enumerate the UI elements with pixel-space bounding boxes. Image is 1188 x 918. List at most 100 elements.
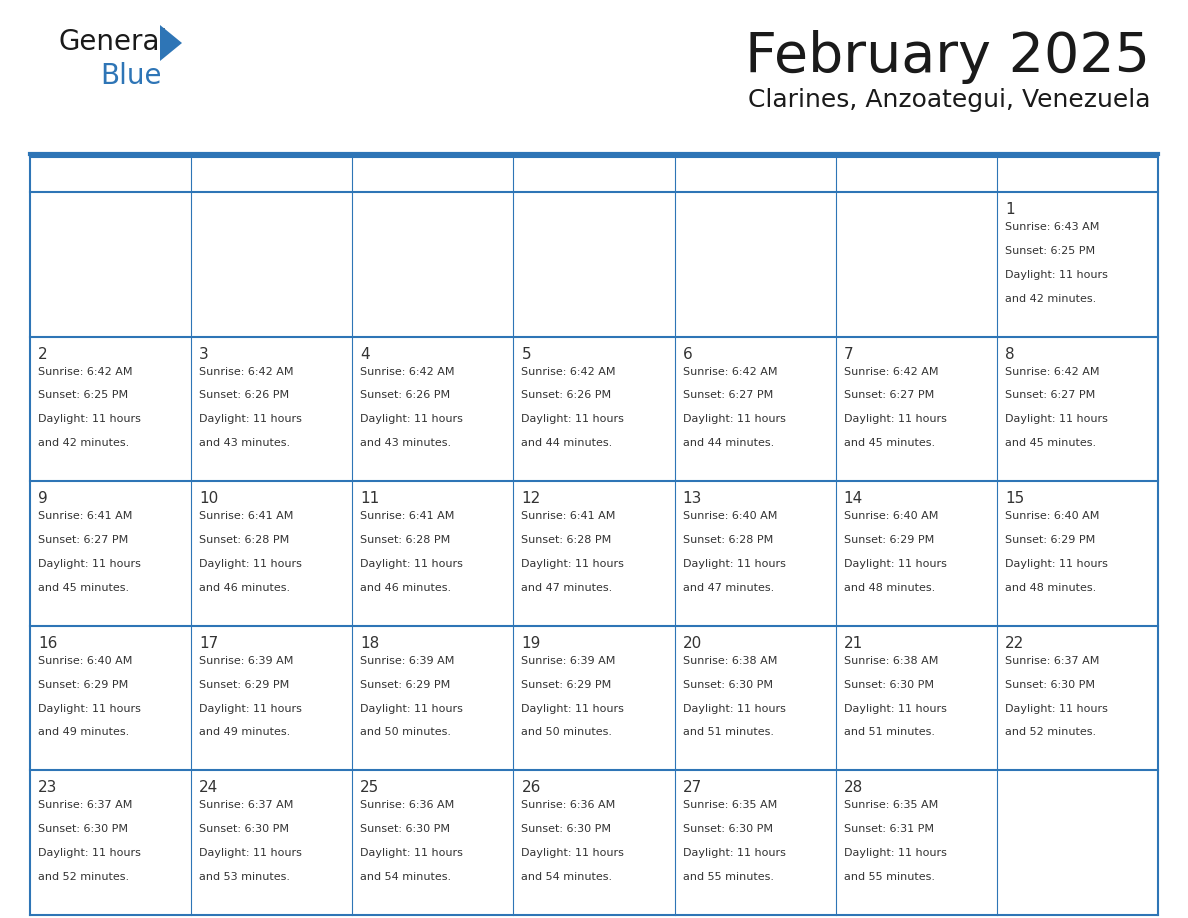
Text: and 43 minutes.: and 43 minutes. [200, 438, 290, 448]
Text: Sunrise: 6:41 AM: Sunrise: 6:41 AM [38, 511, 132, 521]
Text: Sunset: 6:29 PM: Sunset: 6:29 PM [1005, 535, 1095, 545]
Text: 4: 4 [360, 347, 369, 362]
Text: Sunrise: 6:42 AM: Sunrise: 6:42 AM [1005, 366, 1099, 376]
Text: Sunrise: 6:37 AM: Sunrise: 6:37 AM [200, 800, 293, 811]
Text: and 54 minutes.: and 54 minutes. [360, 872, 451, 882]
Text: 10: 10 [200, 491, 219, 506]
Text: Clarines, Anzoategui, Venezuela: Clarines, Anzoategui, Venezuela [747, 88, 1150, 112]
Text: 28: 28 [843, 780, 862, 795]
Text: Daylight: 11 hours: Daylight: 11 hours [843, 848, 947, 858]
Text: 25: 25 [360, 780, 379, 795]
Text: Sunset: 6:26 PM: Sunset: 6:26 PM [200, 390, 289, 400]
Text: Sunset: 6:28 PM: Sunset: 6:28 PM [522, 535, 612, 545]
Text: Sunset: 6:27 PM: Sunset: 6:27 PM [683, 390, 773, 400]
Text: and 49 minutes.: and 49 minutes. [38, 727, 129, 737]
Text: and 42 minutes.: and 42 minutes. [38, 438, 129, 448]
Text: Sunset: 6:25 PM: Sunset: 6:25 PM [38, 390, 128, 400]
Text: February 2025: February 2025 [745, 30, 1150, 84]
Text: Wednesday: Wednesday [522, 167, 617, 182]
Text: Sunset: 6:29 PM: Sunset: 6:29 PM [522, 679, 612, 689]
Text: Daylight: 11 hours: Daylight: 11 hours [683, 559, 785, 569]
Text: Sunset: 6:28 PM: Sunset: 6:28 PM [200, 535, 290, 545]
Text: and 51 minutes.: and 51 minutes. [683, 727, 773, 737]
Text: 20: 20 [683, 636, 702, 651]
Text: Daylight: 11 hours: Daylight: 11 hours [1005, 270, 1107, 280]
Text: Sunset: 6:29 PM: Sunset: 6:29 PM [38, 679, 128, 689]
Text: 12: 12 [522, 491, 541, 506]
Text: Sunrise: 6:39 AM: Sunrise: 6:39 AM [360, 655, 455, 666]
Text: 5: 5 [522, 347, 531, 362]
Text: Daylight: 11 hours: Daylight: 11 hours [200, 703, 302, 713]
Text: Sunset: 6:30 PM: Sunset: 6:30 PM [522, 824, 612, 834]
Text: and 46 minutes.: and 46 minutes. [200, 583, 290, 593]
Text: 23: 23 [38, 780, 57, 795]
Text: Daylight: 11 hours: Daylight: 11 hours [1005, 703, 1107, 713]
Text: Sunset: 6:27 PM: Sunset: 6:27 PM [1005, 390, 1095, 400]
Polygon shape [160, 25, 182, 61]
Text: Sunset: 6:27 PM: Sunset: 6:27 PM [843, 390, 934, 400]
Text: Daylight: 11 hours: Daylight: 11 hours [200, 559, 302, 569]
Text: Sunrise: 6:43 AM: Sunrise: 6:43 AM [1005, 222, 1099, 232]
Text: and 45 minutes.: and 45 minutes. [843, 438, 935, 448]
Text: Sunrise: 6:42 AM: Sunrise: 6:42 AM [360, 366, 455, 376]
Text: Daylight: 11 hours: Daylight: 11 hours [38, 703, 141, 713]
Text: and 47 minutes.: and 47 minutes. [683, 583, 773, 593]
Text: Sunset: 6:28 PM: Sunset: 6:28 PM [683, 535, 773, 545]
Text: 27: 27 [683, 780, 702, 795]
Text: Sunset: 6:30 PM: Sunset: 6:30 PM [683, 824, 772, 834]
Text: Sunset: 6:30 PM: Sunset: 6:30 PM [683, 679, 772, 689]
Text: Sunset: 6:30 PM: Sunset: 6:30 PM [1005, 679, 1095, 689]
Text: Sunrise: 6:42 AM: Sunrise: 6:42 AM [200, 366, 293, 376]
Text: Sunrise: 6:38 AM: Sunrise: 6:38 AM [683, 655, 777, 666]
Text: Daylight: 11 hours: Daylight: 11 hours [200, 848, 302, 858]
Text: Sunset: 6:27 PM: Sunset: 6:27 PM [38, 535, 128, 545]
Text: Sunset: 6:30 PM: Sunset: 6:30 PM [200, 824, 289, 834]
Text: and 55 minutes.: and 55 minutes. [843, 872, 935, 882]
Text: Daylight: 11 hours: Daylight: 11 hours [200, 414, 302, 424]
Text: Sunrise: 6:37 AM: Sunrise: 6:37 AM [38, 800, 132, 811]
Text: Sunset: 6:29 PM: Sunset: 6:29 PM [843, 535, 934, 545]
Text: Sunrise: 6:35 AM: Sunrise: 6:35 AM [843, 800, 939, 811]
Text: Daylight: 11 hours: Daylight: 11 hours [843, 559, 947, 569]
Text: 16: 16 [38, 636, 57, 651]
Text: and 44 minutes.: and 44 minutes. [522, 438, 613, 448]
Text: 24: 24 [200, 780, 219, 795]
Text: Friday: Friday [843, 167, 895, 182]
Text: Saturday: Saturday [1005, 167, 1080, 182]
Text: 8: 8 [1005, 347, 1015, 362]
Text: Sunrise: 6:42 AM: Sunrise: 6:42 AM [843, 366, 939, 376]
Text: and 49 minutes.: and 49 minutes. [200, 727, 290, 737]
Text: Sunset: 6:25 PM: Sunset: 6:25 PM [1005, 246, 1095, 256]
Text: 3: 3 [200, 347, 209, 362]
Text: Sunrise: 6:40 AM: Sunrise: 6:40 AM [38, 655, 132, 666]
Text: Monday: Monday [200, 167, 264, 182]
Text: and 55 minutes.: and 55 minutes. [683, 872, 773, 882]
Text: Sunset: 6:30 PM: Sunset: 6:30 PM [843, 679, 934, 689]
Text: 11: 11 [360, 491, 379, 506]
Text: Sunrise: 6:39 AM: Sunrise: 6:39 AM [200, 655, 293, 666]
Text: and 48 minutes.: and 48 minutes. [1005, 583, 1097, 593]
Text: Sunrise: 6:36 AM: Sunrise: 6:36 AM [360, 800, 455, 811]
Text: 14: 14 [843, 491, 862, 506]
Text: and 46 minutes.: and 46 minutes. [360, 583, 451, 593]
Text: and 45 minutes.: and 45 minutes. [38, 583, 129, 593]
Text: 13: 13 [683, 491, 702, 506]
Text: 6: 6 [683, 347, 693, 362]
Text: Daylight: 11 hours: Daylight: 11 hours [522, 848, 625, 858]
Text: 22: 22 [1005, 636, 1024, 651]
Text: and 42 minutes.: and 42 minutes. [1005, 294, 1097, 304]
Text: Sunset: 6:26 PM: Sunset: 6:26 PM [360, 390, 450, 400]
Text: Daylight: 11 hours: Daylight: 11 hours [683, 703, 785, 713]
Text: 15: 15 [1005, 491, 1024, 506]
Text: Sunset: 6:30 PM: Sunset: 6:30 PM [360, 824, 450, 834]
Text: 1: 1 [1005, 202, 1015, 217]
Text: Sunset: 6:29 PM: Sunset: 6:29 PM [360, 679, 450, 689]
Text: Daylight: 11 hours: Daylight: 11 hours [1005, 414, 1107, 424]
Text: Daylight: 11 hours: Daylight: 11 hours [38, 848, 141, 858]
Text: Sunrise: 6:40 AM: Sunrise: 6:40 AM [1005, 511, 1099, 521]
Text: 2: 2 [38, 347, 48, 362]
Text: Sunrise: 6:38 AM: Sunrise: 6:38 AM [843, 655, 939, 666]
Text: Daylight: 11 hours: Daylight: 11 hours [360, 703, 463, 713]
Text: Daylight: 11 hours: Daylight: 11 hours [683, 848, 785, 858]
Text: and 44 minutes.: and 44 minutes. [683, 438, 773, 448]
